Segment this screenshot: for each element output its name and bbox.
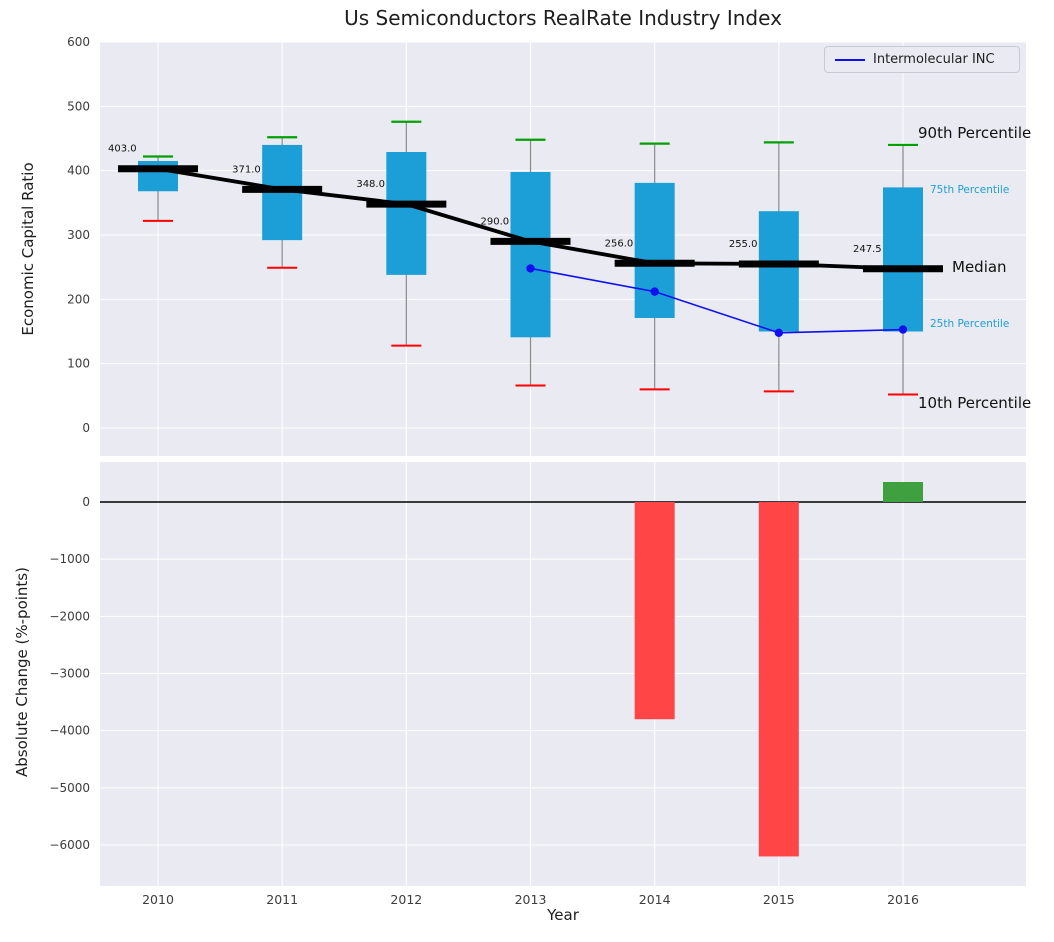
iqr-box bbox=[386, 152, 427, 275]
y-axis-label-top: Economic Capital Ratio bbox=[19, 162, 37, 336]
change-bar bbox=[883, 481, 923, 502]
change-bar bbox=[634, 502, 675, 720]
change-bar bbox=[758, 502, 799, 857]
median-value-label: 403.0 bbox=[108, 144, 137, 155]
y-tick-label: −1000 bbox=[49, 552, 90, 566]
company-point bbox=[898, 325, 908, 334]
median-value-label: 256.0 bbox=[605, 238, 634, 249]
y-tick-label: −4000 bbox=[49, 724, 90, 738]
x-axis-label: Year bbox=[547, 906, 579, 924]
iqr-box bbox=[883, 187, 923, 332]
annotation-median: Median bbox=[952, 258, 1007, 276]
median-value-label: 371.0 bbox=[232, 164, 261, 175]
annotation-75th-percentile: 75th Percentile bbox=[930, 184, 1010, 196]
legend: Intermolecular INC bbox=[824, 46, 1020, 73]
x-tick-label: 2015 bbox=[763, 892, 795, 907]
median-value-label: 290.0 bbox=[481, 216, 510, 227]
annotation-10th-percentile: 10th Percentile bbox=[918, 394, 1032, 412]
median-value-label: 255.0 bbox=[729, 239, 758, 250]
legend-label: Intermolecular INC bbox=[873, 52, 995, 67]
x-tick-label: 2013 bbox=[515, 892, 547, 907]
median-value-label: 247.5 bbox=[853, 244, 882, 255]
y-tick-label: 600 bbox=[67, 35, 90, 49]
x-tick-label: 2010 bbox=[142, 892, 174, 907]
y-tick-label: 100 bbox=[67, 357, 90, 371]
legend-line-icon bbox=[835, 58, 865, 61]
y-tick-label: −2000 bbox=[49, 609, 90, 623]
annotation-90th-percentile: 90th Percentile bbox=[918, 124, 1032, 142]
x-tick-label: 2012 bbox=[390, 892, 422, 907]
y-tick-label: 200 bbox=[67, 292, 90, 306]
y-tick-label: 500 bbox=[67, 99, 90, 113]
iqr-box bbox=[510, 171, 551, 338]
y-tick-label: 400 bbox=[67, 164, 90, 178]
x-tick-label: 2016 bbox=[887, 892, 919, 907]
iqr-box bbox=[634, 182, 675, 318]
y-tick-label: 0 bbox=[82, 495, 90, 509]
iqr-box bbox=[758, 211, 799, 332]
company-point bbox=[774, 328, 784, 337]
y-tick-label: 300 bbox=[67, 228, 90, 242]
y-axis-label-bottom: Absolute Change (%-points) bbox=[13, 567, 31, 777]
median-value-label: 348.0 bbox=[356, 179, 385, 190]
y-tick-label: −5000 bbox=[49, 781, 90, 795]
y-tick-label: −3000 bbox=[49, 667, 90, 681]
x-tick-label: 2014 bbox=[639, 892, 671, 907]
y-tick-label: −6000 bbox=[49, 838, 90, 852]
company-point bbox=[526, 264, 535, 273]
y-tick-label: 0 bbox=[82, 421, 90, 435]
annotation-25th-percentile: 25th Percentile bbox=[930, 318, 1010, 330]
chart-title: Us Semiconductors RealRate Industry Inde… bbox=[344, 6, 782, 30]
company-point bbox=[650, 287, 659, 296]
company-line bbox=[530, 267, 904, 334]
x-tick-label: 2011 bbox=[266, 892, 298, 907]
